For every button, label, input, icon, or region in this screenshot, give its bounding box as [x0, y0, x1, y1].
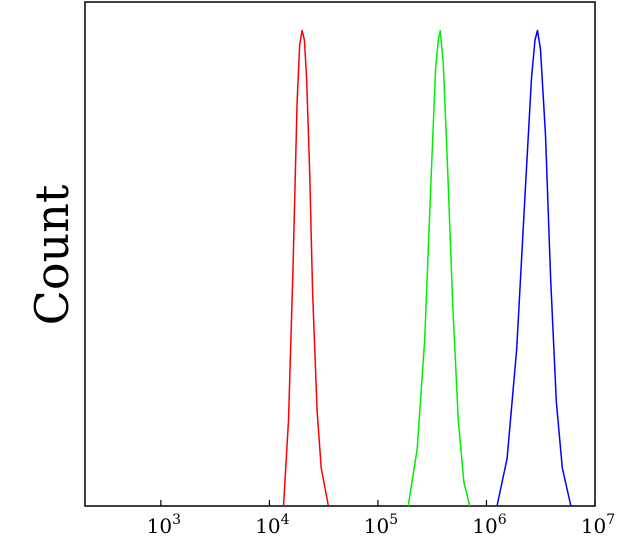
series-line-1	[282, 29, 330, 507]
series-line-3	[496, 29, 572, 507]
x-axis-ticks: 103 104 105 106 107	[147, 500, 615, 538]
series-layer	[282, 29, 572, 507]
series-line-2	[407, 29, 471, 507]
y-axis-label: Count	[25, 184, 79, 325]
x-tick-label: 105	[364, 512, 398, 538]
x-tick-label: 106	[472, 512, 506, 538]
plot-frame	[84, 1, 596, 507]
x-tick-label: 103	[147, 512, 181, 538]
x-tick-label: 104	[255, 512, 289, 538]
x-tick-label: 107	[581, 512, 615, 538]
